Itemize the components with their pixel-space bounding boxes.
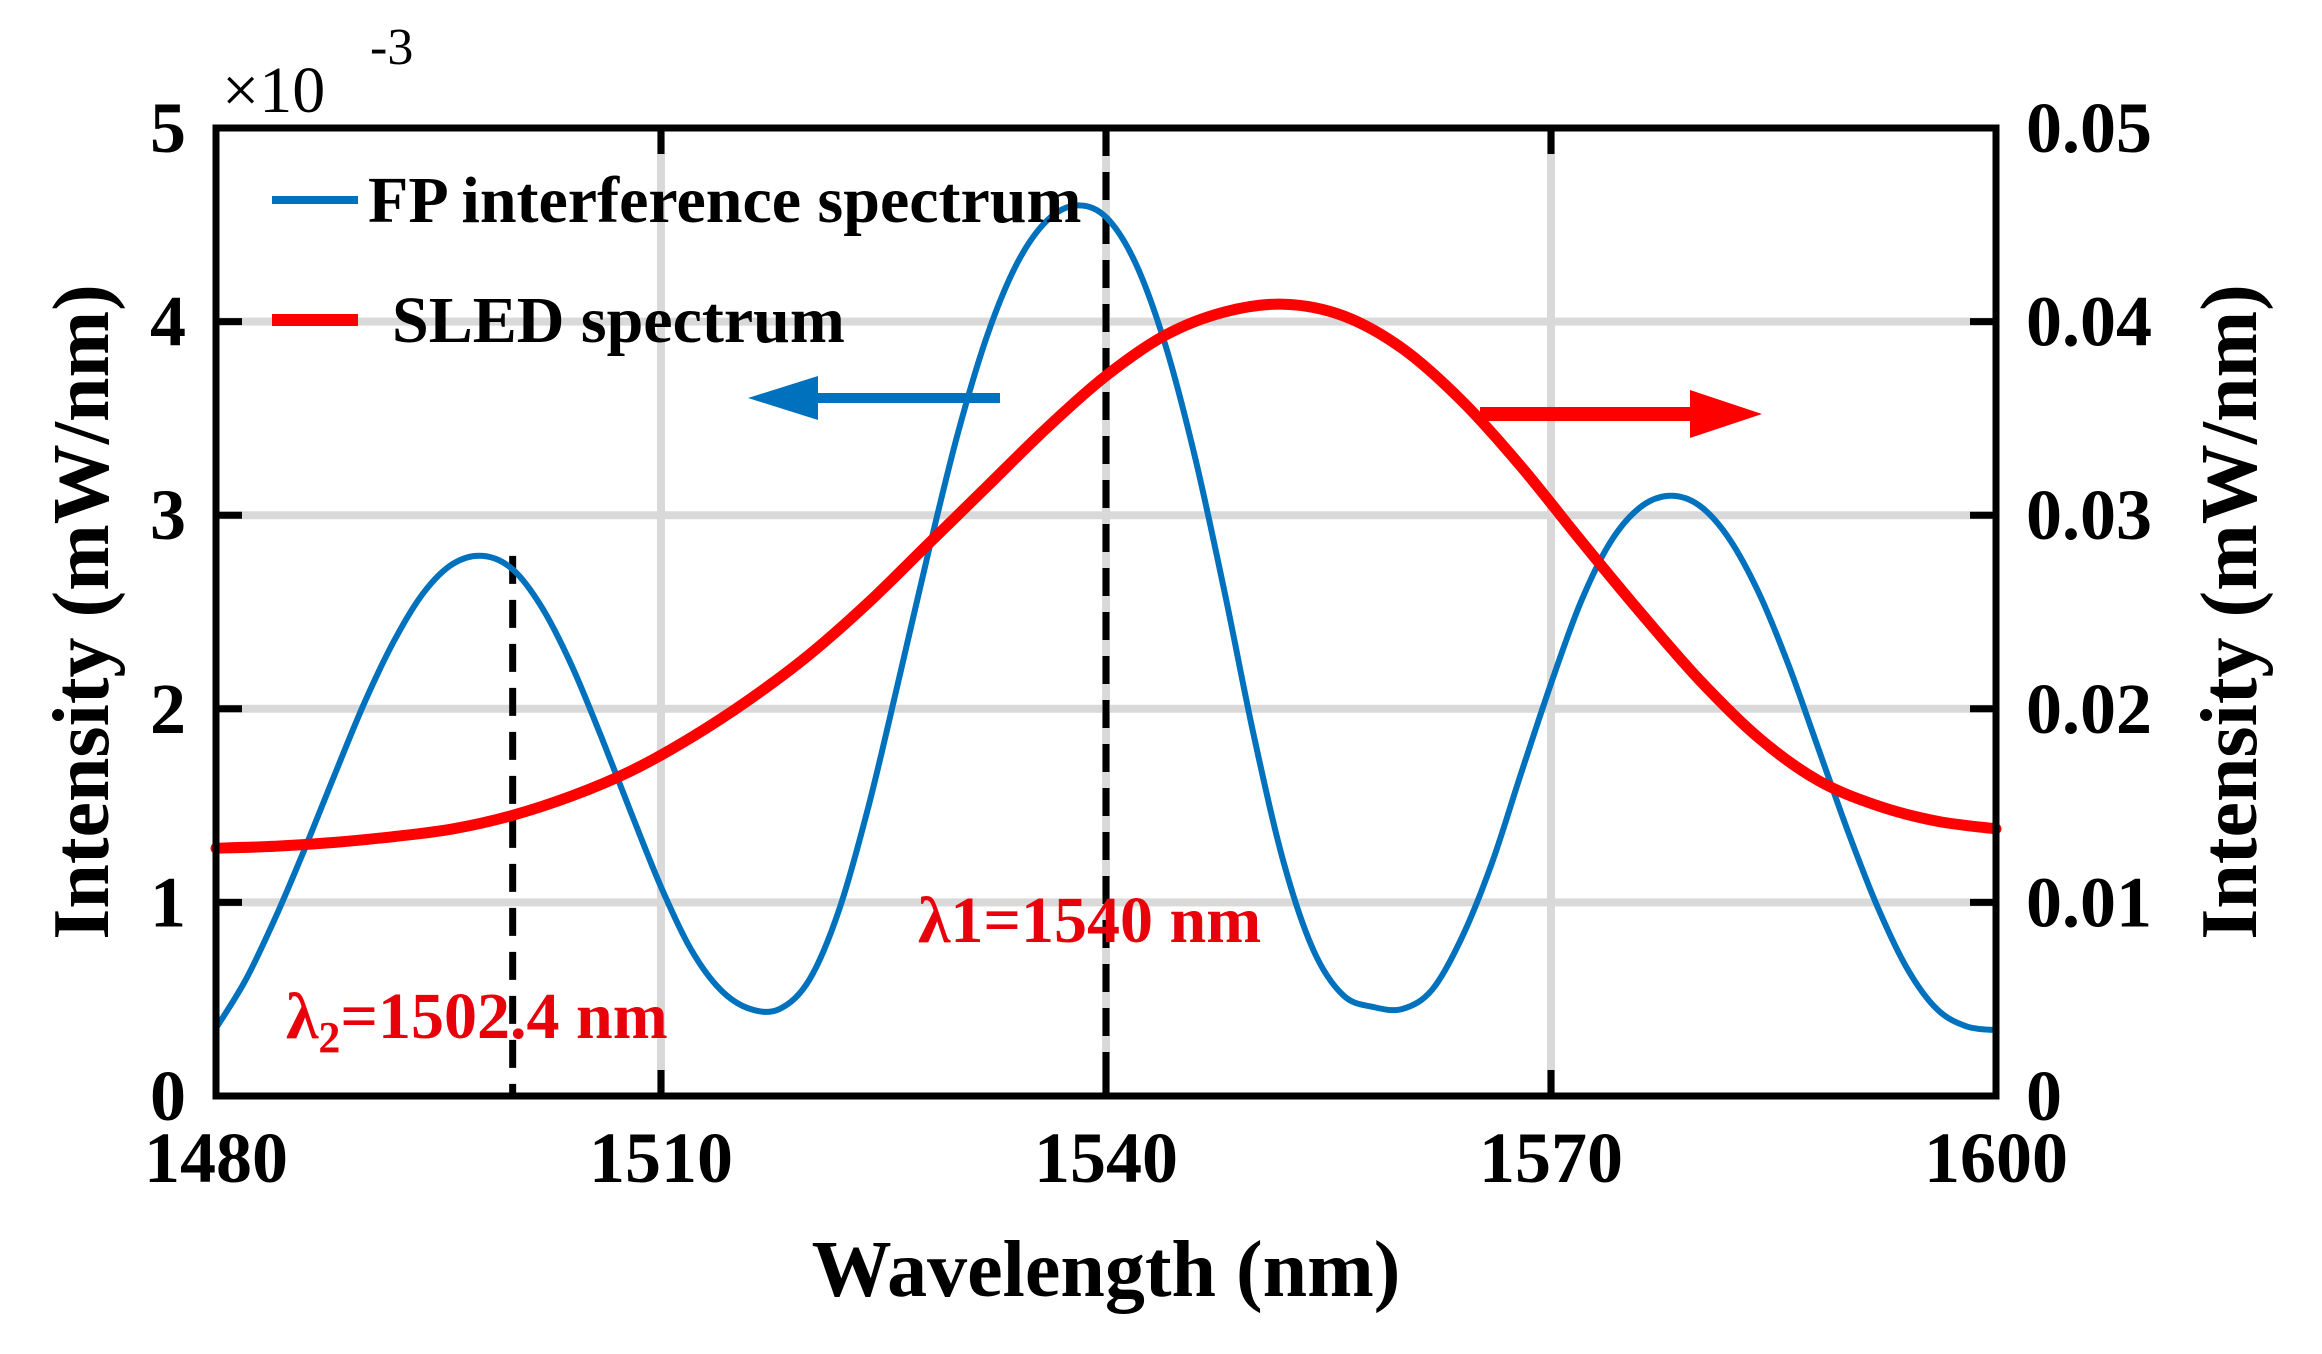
y-right-tick-label: 0.05 [2026, 88, 2152, 168]
y-left-tick-label: 0 [150, 1056, 186, 1136]
y-left-tick-label: 2 [150, 669, 186, 749]
y-left-scale-base: ×10 [222, 54, 325, 127]
y-left-scale-exponent: -3 [370, 19, 413, 76]
reference-lines [509, 128, 1110, 1096]
tick-labels: 1480 1510 1540 1570 160001234500.010.020.030… [144, 88, 2152, 1198]
annotation-lambda1: λ1=1540 nm [918, 884, 1261, 957]
y-right-tick-label: 0.04 [2026, 282, 2152, 362]
y-right-axis-title: Intensity (mW/nm) [2186, 284, 2274, 940]
y-left-tick-label: 3 [150, 475, 186, 555]
y-right-tick-label: 0.03 [2026, 475, 2152, 555]
series-line-fp-interference [213, 202, 1999, 1034]
series-group [210, 202, 2002, 1034]
x-tick-label: 1600 [1924, 1118, 2068, 1198]
x-tick-label: 1510 [589, 1118, 733, 1198]
legend-label-fp: FP interference spectrum [368, 164, 1082, 237]
tick-marks [212, 124, 2000, 1100]
y-right-tick-label: 0.02 [2026, 669, 2152, 749]
x-tick-label: 1570 [1479, 1118, 1623, 1198]
legend-label-sled: SLED spectrum [392, 284, 845, 357]
x-tick-label: 1480 [144, 1118, 288, 1198]
y-right-tick-label: 0 [2026, 1056, 2062, 1136]
arrow-right-red [1480, 390, 1762, 438]
y-left-axis-title: Intensity (mW/nm) [38, 284, 126, 940]
annotation-lambda2: λ2=1502.4 nm [286, 980, 668, 1062]
y-left-tick-label: 5 [150, 88, 186, 168]
y-left-tick-label: 1 [150, 862, 186, 942]
y-left-tick-label: 4 [150, 282, 186, 362]
legend: FP interference spectrum SLED spectrum [272, 164, 1082, 357]
x-axis-title: Wavelength (nm) [812, 1226, 1401, 1314]
series-line-sled [210, 298, 2002, 854]
arrow-left-blue [748, 376, 1000, 420]
y-right-tick-label: 0.01 [2026, 862, 2152, 942]
x-tick-label: 1540 [1034, 1118, 1178, 1198]
